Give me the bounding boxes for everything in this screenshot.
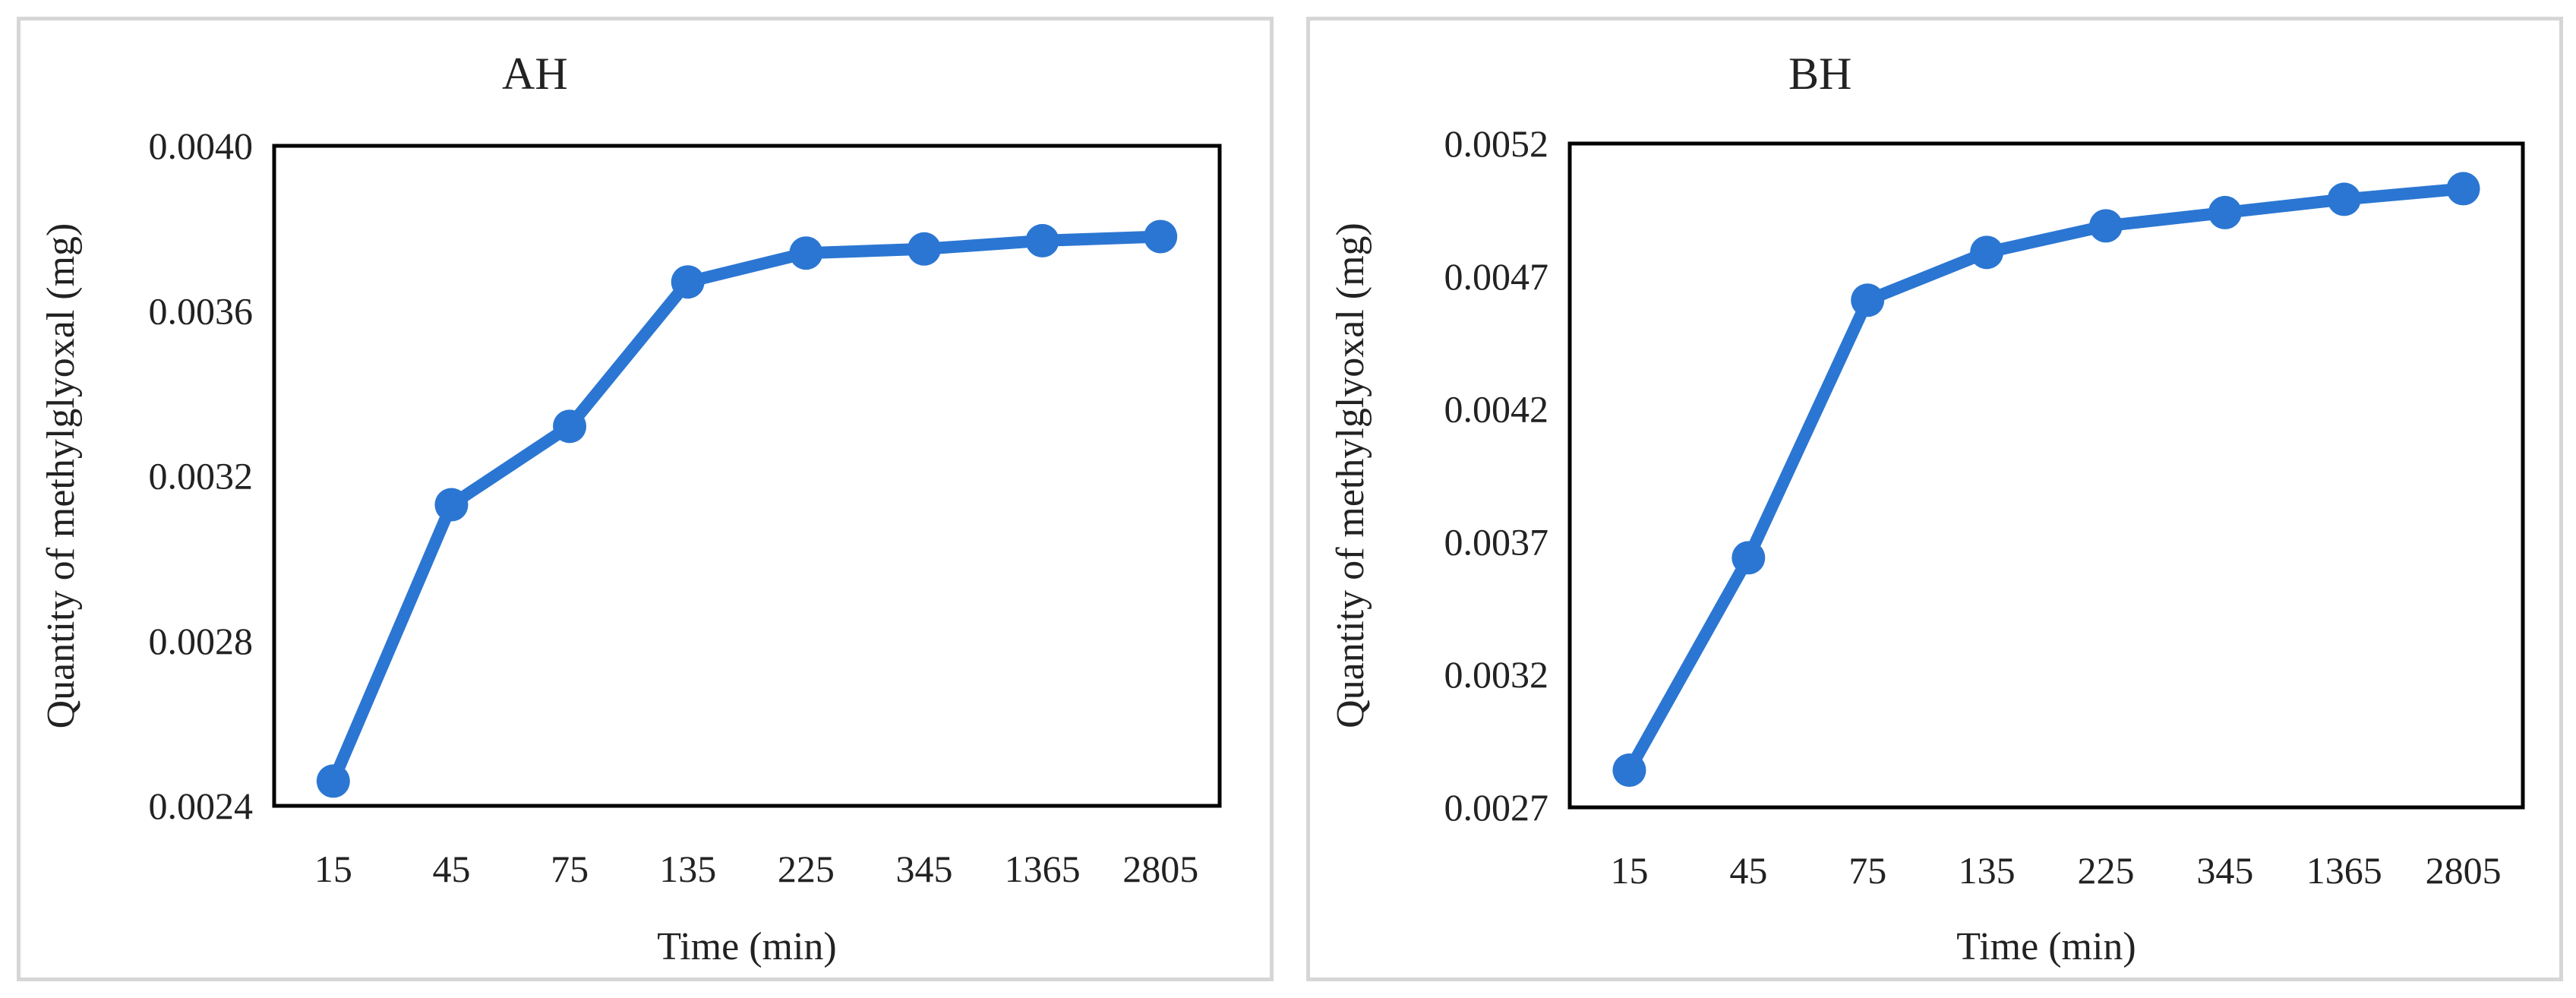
- x-tick-label: 75: [1848, 849, 1886, 892]
- data-point-marker: [434, 488, 469, 522]
- data-point-marker: [2446, 172, 2480, 206]
- chart-title: BH: [1788, 49, 1852, 99]
- x-axis-label: Time (min): [657, 925, 836, 968]
- data-point-marker: [316, 764, 350, 798]
- x-tick-label: 345: [895, 848, 952, 890]
- plot-area-frame: [1567, 141, 2525, 810]
- y-axis-label: Quantity of methylglyoxal (mg): [1329, 223, 1372, 728]
- y-tick-label: 0.0032: [1444, 653, 1549, 696]
- y-tick-label: 0.0032: [149, 455, 254, 497]
- x-tick-label: 2805: [2426, 849, 2502, 892]
- y-tick-label: 0.0047: [1444, 255, 1549, 298]
- x-tick-label: 15: [314, 848, 352, 890]
- chart-bh: BH 0.0027 0.0032 0.0037 0.0042 0.0047 0.0052 15…: [1329, 49, 2525, 968]
- data-point-marker: [1612, 753, 1646, 788]
- data-point-marker: [1144, 219, 1178, 254]
- x-axis-label: Time (min): [1956, 925, 2136, 968]
- y-tick-label: 0.0040: [149, 125, 254, 167]
- x-tick-label: 1365: [2306, 849, 2382, 892]
- data-point-marker: [1732, 541, 1766, 575]
- data-point-marker: [2208, 195, 2242, 229]
- x-tick-label: 45: [1729, 849, 1767, 892]
- y-tick-label: 0.0052: [1444, 122, 1549, 165]
- data-point-marker: [553, 409, 587, 444]
- chart-ah: AH 0.0024 0.0028 0.0032 0.0036 0.0040 15 45 75 13…: [39, 49, 1222, 968]
- x-tick-label: 225: [2077, 849, 2134, 892]
- data-point-marker: [1970, 235, 2004, 270]
- x-tick-label: 15: [1610, 849, 1648, 892]
- y-tick-label: 0.0028: [149, 620, 254, 662]
- chart-panel-bh: BH 0.0027 0.0032 0.0037 0.0042 0.0047 0.0052 15…: [1306, 17, 2563, 981]
- x-tick-label: 45: [432, 848, 470, 890]
- data-point-marker: [1851, 283, 1885, 317]
- series-line: [327, 230, 1167, 788]
- chart-panel-ah: AH 0.0024 0.0028 0.0032 0.0036 0.0040 15 45 75 13…: [17, 17, 1274, 981]
- data-point-marker: [2327, 182, 2361, 216]
- data-point-marker: [671, 265, 705, 299]
- x-tick-label: 225: [778, 848, 835, 890]
- x-tick-label: 135: [659, 848, 716, 890]
- x-tick-label: 1365: [1005, 848, 1081, 890]
- y-tick-label: 0.0042: [1444, 388, 1549, 431]
- y-tick-label: 0.0027: [1444, 786, 1549, 829]
- data-point-marker: [789, 236, 823, 270]
- data-point-marker: [1025, 223, 1059, 257]
- x-tick-label: 75: [551, 848, 589, 890]
- x-tick-label: 135: [1959, 849, 2016, 892]
- y-tick-label: 0.0037: [1444, 520, 1549, 563]
- x-tick-label: 2805: [1122, 848, 1198, 890]
- chart-title: AH: [502, 49, 568, 99]
- x-tick-label: 345: [2196, 849, 2253, 892]
- y-tick-label: 0.0024: [149, 785, 254, 827]
- series-line: [1623, 182, 2470, 777]
- data-point-marker: [2088, 209, 2123, 243]
- data-point-marker: [907, 232, 941, 266]
- y-axis-label: Quantity of methylglyoxal (mg): [39, 223, 83, 729]
- y-tick-label: 0.0036: [149, 289, 254, 332]
- plot-area-frame: [272, 144, 1222, 808]
